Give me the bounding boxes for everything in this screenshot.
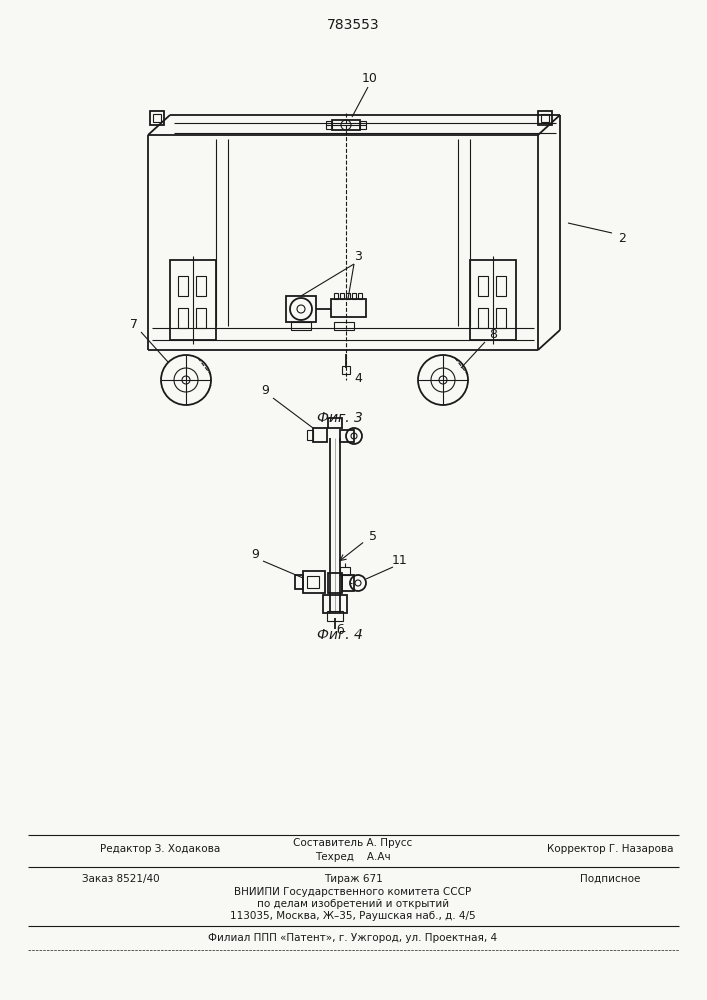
Text: Тираж 671: Тираж 671 [324,874,382,884]
Text: 10: 10 [362,73,378,86]
Text: Фиг. 4: Фиг. 4 [317,628,363,642]
Bar [303,571,325,593]
Text: 7: 7 [130,318,138,330]
Bar [340,293,344,299]
Text: 11: 11 [392,554,408,568]
Bar [178,276,188,296]
Bar [541,114,549,122]
Bar [153,114,161,122]
Bar [327,611,343,621]
Bar [291,322,311,330]
Bar [328,573,342,593]
Text: 4: 4 [354,371,362,384]
Text: 3: 3 [354,249,362,262]
Bar [313,428,327,442]
Bar [286,296,316,322]
Text: Заказ 8521/40: Заказ 8521/40 [82,874,160,884]
Bar [170,260,216,340]
Bar [346,293,350,299]
Bar [334,322,354,330]
Bar [342,366,350,374]
Text: Подписное: Подписное [580,874,640,884]
Bar [478,276,488,296]
Text: Филиал ППП «Патент», г. Ужгород, ул. Проектная, 4: Филиал ППП «Патент», г. Ужгород, ул. Про… [209,933,498,943]
Text: 113035, Москва, Ж–35, Раушская наб., д. 4/5: 113035, Москва, Ж–35, Раушская наб., д. … [230,911,476,921]
Text: 5: 5 [369,530,377,544]
Bar [323,595,347,613]
Bar [496,308,506,328]
Bar [307,430,313,440]
Bar [470,260,516,340]
Bar [196,308,206,328]
Text: Корректор Г. Назарова: Корректор Г. Назарова [547,844,673,854]
Bar [360,121,366,129]
Bar [358,293,362,299]
Text: б: б [336,624,344,638]
Text: 9: 9 [261,383,269,396]
Text: 9: 9 [251,548,259,562]
Bar [326,121,332,129]
Bar [295,575,303,589]
Bar [496,276,506,296]
Bar [478,308,488,328]
Bar [352,293,356,299]
Text: 2: 2 [618,232,626,244]
Text: ВНИИПИ Государственного комитета СССР: ВНИИПИ Государственного комитета СССР [235,887,472,897]
Bar [340,430,354,442]
Bar [340,567,350,575]
Text: Техред    А.Ач: Техред А.Ач [315,852,391,862]
Bar [307,576,319,588]
Bar [342,575,354,591]
Bar [150,111,164,125]
Text: по делам изобретений и открытий: по делам изобретений и открытий [257,899,449,909]
Text: 8: 8 [489,328,497,340]
Bar [332,120,360,130]
Text: Составитель А. Прусс: Составитель А. Прусс [293,838,413,848]
Bar [178,308,188,328]
Bar [328,418,342,428]
Bar [538,111,552,125]
Bar [334,293,338,299]
Bar [196,276,206,296]
Text: 783553: 783553 [327,18,380,32]
Text: Редактор З. Ходакова: Редактор З. Ходакова [100,844,221,854]
Text: Фиг. 3: Фиг. 3 [317,411,363,425]
Bar [331,299,366,317]
